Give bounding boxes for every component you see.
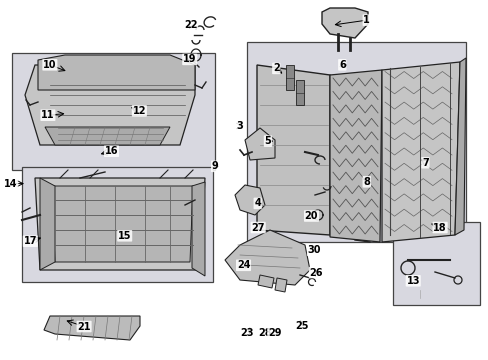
Polygon shape (45, 127, 170, 145)
Polygon shape (258, 275, 273, 288)
Text: 6: 6 (338, 60, 345, 70)
Text: 30: 30 (307, 245, 321, 255)
Text: 3: 3 (236, 121, 243, 131)
Polygon shape (192, 182, 204, 276)
Polygon shape (392, 222, 479, 305)
Text: 2: 2 (272, 63, 279, 73)
Polygon shape (246, 42, 465, 242)
Polygon shape (38, 55, 195, 90)
Text: 21: 21 (77, 321, 91, 332)
Polygon shape (44, 316, 140, 340)
Text: 10: 10 (43, 60, 57, 70)
Text: 8: 8 (363, 177, 369, 187)
Polygon shape (25, 65, 195, 145)
Text: 20: 20 (304, 211, 318, 221)
Polygon shape (52, 186, 193, 262)
Polygon shape (244, 128, 274, 160)
Text: 27: 27 (251, 222, 264, 233)
Text: 12: 12 (132, 106, 146, 116)
Polygon shape (235, 185, 264, 215)
Polygon shape (454, 58, 465, 235)
Polygon shape (224, 230, 309, 285)
Text: 18: 18 (432, 222, 446, 233)
Text: 13: 13 (406, 276, 419, 286)
Text: 19: 19 (183, 54, 196, 64)
Polygon shape (285, 65, 293, 90)
Polygon shape (274, 278, 286, 292)
Text: 11: 11 (41, 110, 55, 120)
Polygon shape (295, 80, 304, 105)
Polygon shape (329, 70, 381, 242)
Text: 17: 17 (23, 236, 37, 246)
Polygon shape (12, 53, 215, 170)
Text: 22: 22 (183, 20, 197, 30)
Text: 4: 4 (254, 198, 261, 208)
Polygon shape (22, 167, 213, 282)
Text: 29: 29 (267, 328, 281, 338)
Text: 23: 23 (240, 328, 253, 338)
Text: 7: 7 (421, 158, 428, 168)
Polygon shape (40, 178, 55, 270)
Text: 5: 5 (264, 136, 271, 146)
Text: 24: 24 (236, 260, 250, 270)
Text: 25: 25 (294, 321, 308, 331)
Polygon shape (321, 8, 367, 38)
Text: 26: 26 (309, 267, 323, 278)
Text: 28: 28 (258, 328, 272, 338)
Text: 16: 16 (104, 146, 118, 156)
Text: 9: 9 (211, 161, 218, 171)
Text: 15: 15 (118, 231, 131, 241)
Polygon shape (257, 65, 329, 235)
Text: 14: 14 (4, 179, 18, 189)
Polygon shape (35, 178, 204, 270)
Polygon shape (381, 62, 459, 242)
Text: 1: 1 (363, 15, 369, 25)
